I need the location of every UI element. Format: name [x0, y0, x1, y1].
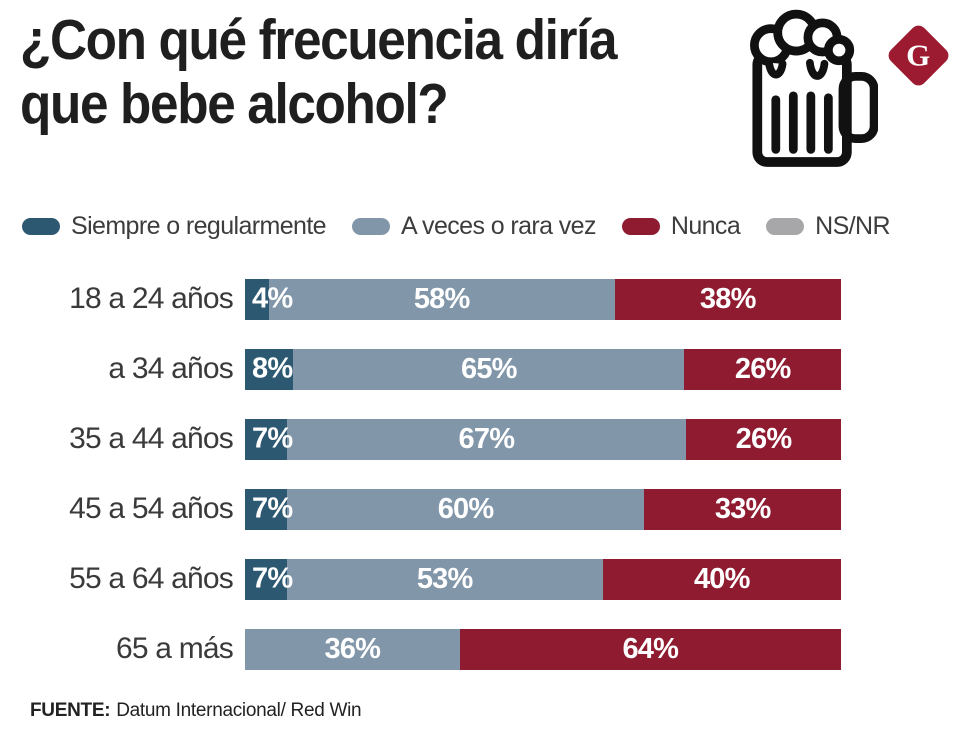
bar-value-label: 65% [460, 352, 517, 385]
legend-item-nunca: Nunca [621, 211, 741, 241]
bar-value-label: 58% [413, 282, 470, 315]
bar-segment-siempre [245, 558, 287, 600]
stacked-bar: 4% 58% 38% [245, 278, 841, 320]
g-logo-letter: G [906, 38, 931, 73]
title-line-2: que bebe alcohol? [20, 72, 449, 136]
bar-segment-siempre [245, 488, 287, 530]
legend-item-nsnr: NS/NR [766, 211, 891, 241]
source-text: Datum Internacional/ Red Win [116, 700, 362, 721]
legend-swatch-nsnr [766, 217, 805, 235]
legend-label: A veces o rara vez [401, 211, 596, 240]
age-group-label: 35 a 44 años [69, 422, 234, 455]
bar-segment-nunca: 26% [686, 418, 841, 460]
bar-value-label: 40% [693, 562, 750, 595]
bar-value-label: 26% [735, 422, 792, 455]
chart-row: 45 a 54 años 7% 60% 33% [0, 474, 980, 544]
age-group-label: 45 a 54 años [69, 492, 234, 525]
legend-label: NS/NR [815, 211, 890, 240]
bar-segment-aveces: 58% [268, 278, 615, 320]
stacked-bar-chart: 18 a 24 años 4% 58% 38% a 34 años 8% 65% 26% 35 … [0, 264, 980, 684]
page-title: ¿Con qué frecuencia diría que bebe alcoh… [20, 8, 682, 136]
stacked-bar: 7% 60% 33% [245, 488, 841, 530]
bar-value-label: 4% [252, 282, 293, 315]
legend-swatch-nunca [621, 217, 660, 235]
age-group-label: 18 a 24 años [69, 282, 234, 315]
stacked-bar: 36% 64% [245, 628, 841, 670]
bar-value-label: 8% [252, 352, 293, 385]
age-group-label: 65 a más [116, 632, 234, 665]
title-line-1: ¿Con qué frecuencia diría [20, 8, 618, 72]
bar-value-label: 33% [714, 492, 771, 525]
chart-row: 35 a 44 años 7% 67% 26% [0, 404, 980, 474]
legend-item-siempre: Siempre o regularmente [22, 211, 327, 241]
beer-mug-icon [750, 9, 878, 167]
chart-rows: 18 a 24 años 4% 58% 38% a 34 años 8% 65% 26% 35 … [0, 264, 980, 684]
stacked-bar: 7% 67% 26% [245, 418, 841, 460]
bar-segment-nunca: 33% [644, 488, 841, 530]
bar-segment-nunca: 38% [614, 278, 841, 320]
bar-value-label: 7% [252, 562, 293, 595]
stacked-bar: 7% 53% 40% [245, 558, 841, 600]
bar-segment-nunca: 40% [602, 558, 841, 600]
bar-segment-siempre [245, 278, 269, 320]
bar-segment-aveces: 53% [286, 558, 603, 600]
bar-value-label: 53% [416, 562, 473, 595]
bar-value-label: 26% [734, 352, 791, 385]
bar-value-label: 67% [458, 422, 515, 455]
source-note: FUENTE: Datum Internacional/ Red Win [30, 700, 980, 722]
bar-segment-aveces: 65% [293, 348, 685, 390]
bar-value-label: 7% [252, 422, 293, 455]
bar-segment-aveces: 60% [286, 488, 645, 530]
header: ¿Con qué frecuencia diría que bebe alcoh… [0, 0, 980, 192]
legend-label: Nunca [670, 211, 741, 240]
age-group-label: 55 a 64 años [69, 562, 234, 595]
legend-item-aveces: A veces o rara vez [352, 212, 596, 241]
bar-value-label: 60% [437, 492, 494, 525]
age-group-label: a 34 años [108, 352, 233, 385]
bar-value-label: 38% [699, 282, 756, 315]
bar-segment-aveces: 36% [245, 628, 460, 670]
bar-segment-nunca: 64% [459, 628, 841, 670]
bar-segment-siempre [245, 348, 294, 390]
chart-row: 55 a 64 años 7% 53% 40% [0, 544, 980, 614]
stacked-bar: 8% 65% 26% [245, 348, 841, 390]
bar-value-label: 64% [622, 632, 679, 665]
chart-row: 18 a 24 años 4% 58% 38% [0, 264, 980, 334]
legend-swatch-aveces [352, 217, 390, 235]
legend-swatch-siempre [22, 217, 60, 235]
chart-row: 65 a más 36% 64% [0, 614, 980, 684]
legend-label: Siempre o regularmente [71, 211, 327, 240]
bar-value-label: 36% [324, 632, 381, 665]
legend: Siempre o regularmente A veces o rara ve… [22, 206, 980, 246]
bar-segment-nunca: 26% [684, 348, 841, 390]
bar-segment-aveces: 67% [286, 418, 687, 460]
source-label: FUENTE: [30, 700, 111, 721]
bar-value-label: 7% [252, 492, 293, 525]
g-diamond-logo: G [885, 22, 952, 89]
chart-row: a 34 años 8% 65% 26% [0, 334, 980, 404]
bar-segment-siempre [245, 418, 287, 460]
